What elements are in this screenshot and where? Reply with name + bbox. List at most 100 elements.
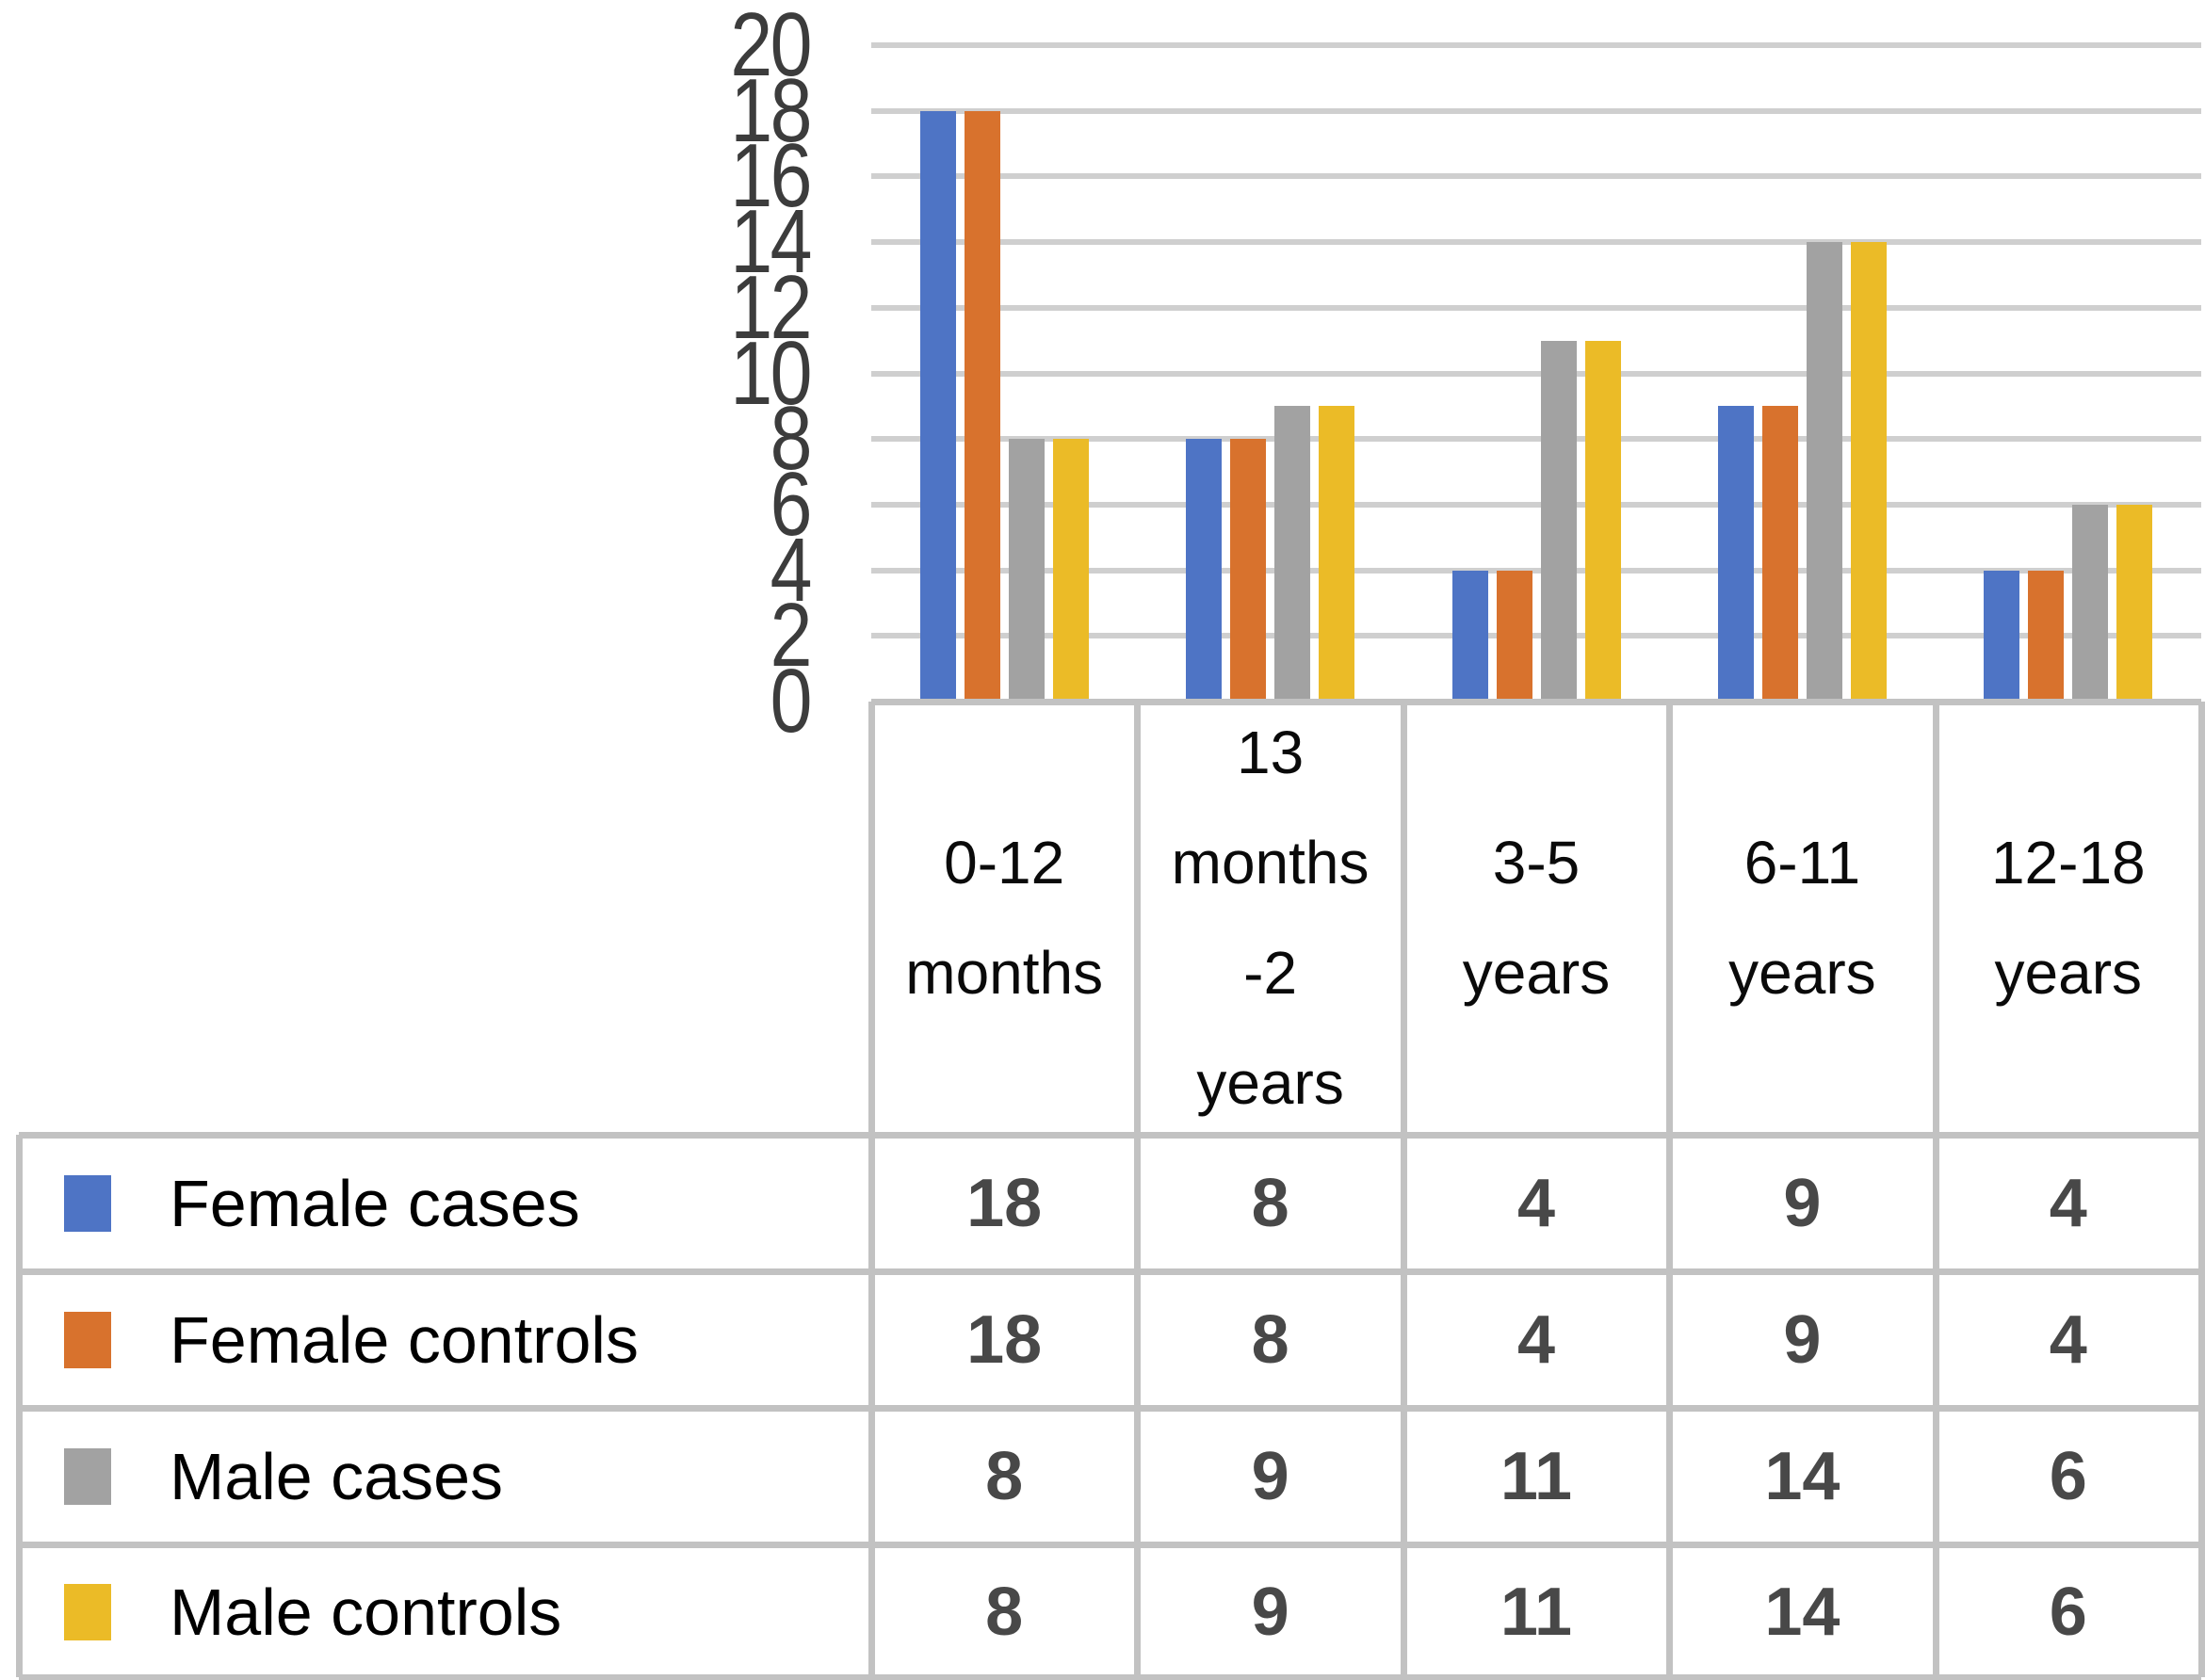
table-value-cell: 14 bbox=[1764, 1575, 1840, 1650]
table-value-cell: 9 bbox=[1251, 1438, 1289, 1514]
category-label-line: months bbox=[905, 939, 1104, 1007]
legend-cell: Female cases bbox=[19, 1135, 871, 1271]
gridline bbox=[871, 370, 2201, 377]
y-axis-tick-label: 14 bbox=[730, 191, 812, 293]
bar-female-cases bbox=[1984, 571, 2019, 702]
gridline bbox=[871, 239, 2201, 246]
table-value-cell: 9 bbox=[1783, 1165, 1822, 1241]
table-border-vertical bbox=[1932, 702, 1939, 1677]
category-label-line: 0-12 bbox=[944, 829, 1065, 897]
table-value-cell: 18 bbox=[966, 1301, 1043, 1378]
category-label-line: months bbox=[1171, 829, 1370, 897]
y-axis-tick-label: 10 bbox=[730, 322, 812, 424]
bar-male-controls bbox=[1585, 341, 1621, 702]
table-border-horizontal bbox=[19, 1132, 2201, 1139]
y-axis-tick-label: 2 bbox=[770, 585, 813, 687]
table-value-cell: 8 bbox=[1251, 1165, 1289, 1241]
y-axis-tick-label: 18 bbox=[730, 59, 812, 161]
bar-male-cases bbox=[1541, 341, 1577, 702]
bar-female-controls bbox=[1497, 571, 1532, 702]
category-label-line: years bbox=[1196, 1049, 1344, 1117]
table-value-cell: 4 bbox=[1516, 1301, 1556, 1378]
table-border-vertical bbox=[868, 702, 875, 1677]
y-axis-tick-label: 8 bbox=[770, 388, 813, 490]
category-label-line: 3-5 bbox=[1492, 829, 1581, 897]
table-value-cell: 4 bbox=[1516, 1165, 1556, 1241]
gridline bbox=[871, 304, 2201, 311]
bar-male-cases bbox=[2072, 505, 2108, 702]
gridline bbox=[871, 173, 2201, 180]
legend-cell: Male cases bbox=[19, 1408, 871, 1544]
gridline bbox=[871, 436, 2201, 443]
table-value-cell: 6 bbox=[2049, 1438, 2087, 1514]
category-header-cell: 0-12 months bbox=[871, 702, 1137, 1135]
y-axis-tick-label: 0 bbox=[770, 651, 813, 751]
bar-female-controls bbox=[1762, 406, 1798, 702]
category-header-cell: 3-5 years bbox=[1403, 702, 1669, 1135]
bar-female-controls bbox=[2028, 571, 2064, 702]
category-label-line: years bbox=[1728, 939, 1876, 1007]
bar-male-cases bbox=[1274, 406, 1310, 702]
table-value-cell: 9 bbox=[1783, 1301, 1822, 1378]
bar-female-controls bbox=[965, 111, 1000, 702]
table-border-horizontal bbox=[19, 1542, 2201, 1548]
legend-color-swatch-male-cases bbox=[64, 1447, 111, 1505]
category-label-line: 12-18 bbox=[1990, 829, 2146, 897]
gridline bbox=[871, 633, 2201, 639]
table-border-horizontal bbox=[19, 1268, 2201, 1275]
category-label-line: -2 bbox=[1243, 939, 1298, 1007]
category-label: 6-11 years bbox=[1728, 808, 1876, 1028]
table-border-vertical bbox=[2198, 702, 2205, 1677]
table-value-cell: 14 bbox=[1764, 1438, 1840, 1514]
bar-female-cases bbox=[1186, 439, 1222, 702]
table-value-cell: 18 bbox=[966, 1165, 1043, 1241]
category-header-cell: 6-11 years bbox=[1669, 702, 1935, 1135]
table-value-cell: 11 bbox=[1500, 1438, 1573, 1514]
gridline bbox=[871, 107, 2201, 114]
table-border-horizontal bbox=[871, 699, 2201, 705]
bar-male-controls bbox=[2116, 505, 2152, 702]
table-border-vertical bbox=[16, 1135, 23, 1677]
bar-male-controls bbox=[1319, 406, 1354, 702]
category-header-cell: 12-18 years bbox=[1936, 702, 2201, 1135]
legend-series-label: Male cases bbox=[170, 1439, 504, 1513]
gridline bbox=[871, 42, 2201, 48]
category-header-cell: 13 months -2 years bbox=[1137, 702, 1402, 1135]
gridline bbox=[871, 567, 2201, 573]
category-label: 13 months -2 years bbox=[1172, 698, 1370, 1139]
bar-male-cases bbox=[1807, 242, 1842, 702]
table-value-cell: 9 bbox=[1251, 1575, 1289, 1650]
table-value-cell: 8 bbox=[985, 1575, 1024, 1650]
y-axis-tick-label: 16 bbox=[730, 125, 812, 227]
category-label: 0-12 months bbox=[905, 808, 1103, 1028]
bar-male-controls bbox=[1053, 439, 1089, 702]
table-value-cell: 4 bbox=[2049, 1165, 2087, 1241]
category-label: 12-18 years bbox=[1991, 808, 2146, 1028]
legend-cell: Female controls bbox=[19, 1271, 871, 1408]
table-value-cell: 11 bbox=[1500, 1575, 1573, 1650]
legend-color-swatch-female-cases bbox=[64, 1174, 111, 1232]
table-border-horizontal bbox=[19, 1674, 2201, 1680]
legend-cell: Male controls bbox=[19, 1544, 871, 1680]
table-border-vertical bbox=[1666, 702, 1674, 1677]
y-axis-tick-label: 12 bbox=[730, 256, 812, 358]
gridline bbox=[871, 501, 2201, 508]
y-axis-tick-label: 4 bbox=[770, 519, 813, 621]
table-value-cell: 8 bbox=[985, 1438, 1024, 1514]
category-label-line: years bbox=[1462, 939, 1611, 1007]
category-label-line: 6-11 bbox=[1743, 829, 1861, 897]
bar-female-cases bbox=[920, 111, 956, 702]
legend-color-swatch-male-controls bbox=[64, 1584, 111, 1640]
table-value-cell: 6 bbox=[2049, 1575, 2087, 1650]
y-axis-tick-label: 20 bbox=[730, 0, 812, 95]
bar-male-controls bbox=[1851, 242, 1887, 702]
table-border-horizontal bbox=[19, 1405, 2201, 1412]
legend-series-label: Female cases bbox=[170, 1166, 580, 1240]
category-label: 3-5 years bbox=[1463, 808, 1611, 1028]
table-value-cell: 8 bbox=[1251, 1301, 1289, 1378]
legend-series-label: Male controls bbox=[170, 1575, 562, 1649]
table-value-cell: 4 bbox=[2049, 1301, 2087, 1378]
y-axis-tick-label: 6 bbox=[770, 453, 813, 555]
bar-female-cases bbox=[1452, 571, 1488, 702]
